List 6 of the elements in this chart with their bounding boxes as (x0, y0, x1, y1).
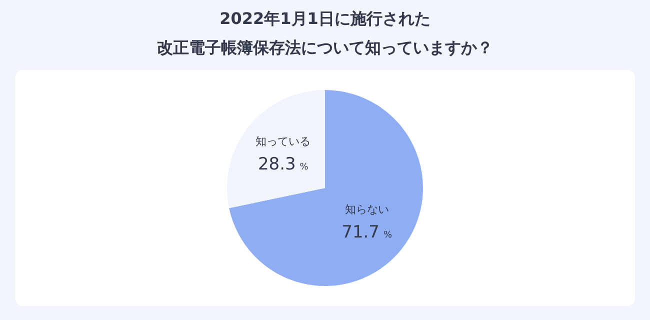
slice-label: 知っている (256, 134, 311, 148)
chart-subtitle: 改正電子帳簿保存法について知っていますか？ (156, 37, 494, 59)
chart-title: 2022年1月1日に施行された (218, 8, 432, 30)
data-label: 28.3 % (258, 154, 309, 174)
slice-label: 知らない (344, 202, 389, 216)
data-label: 71.7 % (342, 222, 393, 242)
